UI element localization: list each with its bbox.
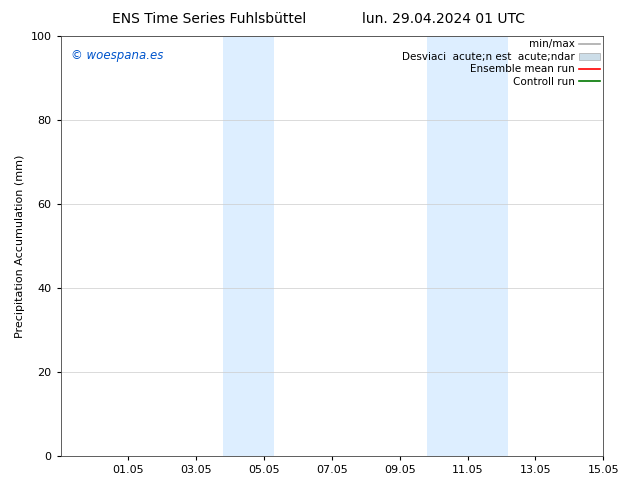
Text: ENS Time Series Fuhlsbüttel: ENS Time Series Fuhlsbüttel xyxy=(112,12,306,26)
Y-axis label: Precipitation Accumulation (mm): Precipitation Accumulation (mm) xyxy=(15,154,25,338)
Text: lun. 29.04.2024 01 UTC: lun. 29.04.2024 01 UTC xyxy=(362,12,526,26)
Text: © woespana.es: © woespana.es xyxy=(72,49,164,62)
Bar xyxy=(427,36,508,456)
Legend: min/max, Desviaci  acute;n est  acute;ndar, Ensemble mean run, Controll run: min/max, Desviaci acute;n est acute;ndar… xyxy=(403,39,600,87)
Bar xyxy=(223,36,275,456)
